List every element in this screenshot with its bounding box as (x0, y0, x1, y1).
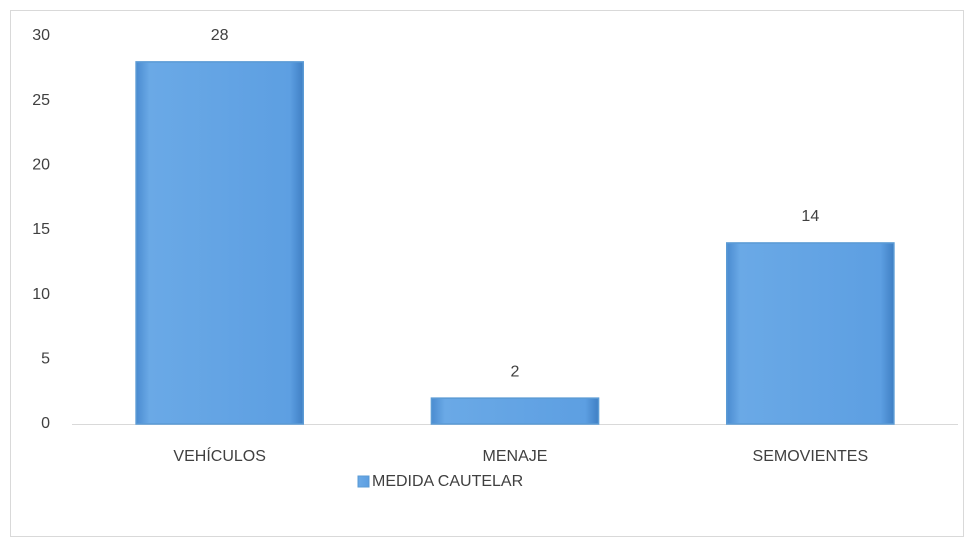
y-tick-label: 25 (32, 92, 50, 109)
x-tick-label: SEMOVIENTES (753, 448, 869, 465)
data-label: 2 (511, 363, 520, 380)
y-tick-label: 5 (41, 351, 50, 368)
y-tick-label: 30 (32, 27, 50, 44)
y-tick-label: 20 (32, 157, 50, 174)
data-label: 28 (211, 27, 229, 44)
data-label: 14 (801, 208, 819, 225)
legend-label: MEDIDA CAUTELAR (372, 473, 523, 490)
x-tick-label: VEHÍCULOS (173, 446, 265, 465)
bar (135, 61, 304, 425)
bar (726, 242, 895, 425)
y-tick-label: 15 (32, 221, 50, 238)
y-tick-label: 0 (41, 415, 50, 432)
bar (430, 397, 600, 425)
x-tick-label: MENAJE (483, 448, 548, 465)
y-tick-label: 10 (32, 286, 50, 303)
legend-swatch (357, 475, 370, 488)
